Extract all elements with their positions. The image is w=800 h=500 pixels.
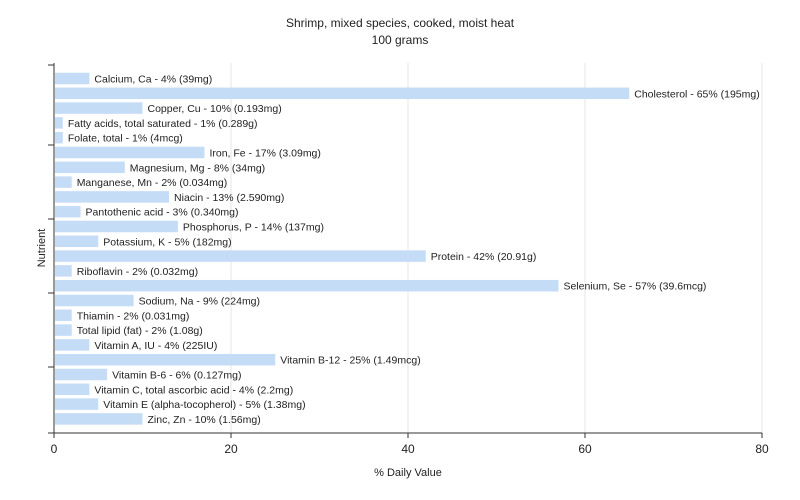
chart-title: Shrimp, mixed species, cooked, moist hea… bbox=[286, 16, 515, 30]
bar bbox=[55, 146, 205, 159]
bar-label: Riboflavin - 2% (0.032mg) bbox=[77, 266, 198, 278]
grid-lines bbox=[230, 63, 763, 433]
bar bbox=[55, 279, 559, 292]
x-axis-label: % Daily Value bbox=[374, 467, 442, 479]
chart-subtitle: 100 grams bbox=[372, 33, 429, 47]
y-axis-label: Nutrient bbox=[36, 229, 48, 268]
x-tick-label: 80 bbox=[755, 442, 769, 456]
x-tick-label: 20 bbox=[224, 442, 238, 456]
bar bbox=[55, 265, 72, 277]
bar-labels: Calcium, Ca - 4% (39mg) Cholesterol - 65%… bbox=[68, 74, 760, 426]
bar-label: Vitamin B-6 - 6% (0.127mg) bbox=[112, 370, 241, 382]
bar bbox=[55, 383, 90, 396]
bar-label: Protein - 42% (20.91g) bbox=[431, 251, 537, 263]
bar-label: Zinc, Zn - 10% (1.56mg) bbox=[148, 414, 261, 426]
bar bbox=[55, 117, 63, 129]
bar-label: Potassium, K - 5% (182mg) bbox=[103, 236, 231, 248]
axes: 0 20 40 60 80 bbox=[48, 63, 769, 456]
bars bbox=[55, 72, 630, 425]
bar-label: Selenium, Se - 57% (39.6mcg) bbox=[563, 281, 706, 293]
bar-label: Sodium, Na - 9% (224mg) bbox=[139, 296, 260, 308]
bar bbox=[55, 250, 426, 262]
bar-label: Iron, Fe - 17% (3.09mg) bbox=[209, 148, 320, 160]
bar bbox=[55, 235, 99, 248]
x-tick-label: 40 bbox=[401, 442, 415, 456]
bar bbox=[55, 176, 72, 188]
bar-label: Niacin - 13% (2.590mg) bbox=[174, 192, 284, 204]
bar bbox=[55, 353, 276, 366]
bar-label: Vitamin B-12 - 25% (1.49mcg) bbox=[280, 355, 420, 367]
bar-label: Folate, total - 1% (4mcg) bbox=[68, 133, 183, 145]
bar-label: Vitamin E (alpha-tocopherol) - 5% (1.38m… bbox=[103, 399, 305, 411]
bar-label: Pantothenic acid - 3% (0.340mg) bbox=[86, 207, 239, 219]
bar bbox=[55, 398, 99, 410]
bar bbox=[55, 413, 143, 425]
bar-label: Phosphorus, P - 14% (137mg) bbox=[183, 222, 324, 234]
bar bbox=[55, 294, 134, 307]
bar-label: Vitamin A, IU - 4% (225IU) bbox=[94, 340, 217, 352]
x-tick-label: 0 bbox=[51, 442, 58, 456]
bar bbox=[55, 368, 108, 381]
x-tick-label: 60 bbox=[578, 442, 592, 456]
bar bbox=[55, 324, 72, 336]
bar bbox=[55, 87, 630, 100]
bar bbox=[55, 131, 63, 144]
bar-label: Manganese, Mn - 2% (0.034mg) bbox=[77, 177, 228, 189]
bar-label: Fatty acids, total saturated - 1% (0.289… bbox=[68, 118, 258, 130]
bar bbox=[55, 72, 90, 85]
bar bbox=[55, 205, 81, 218]
bar bbox=[55, 102, 143, 114]
bar-label: Cholesterol - 65% (195mg) bbox=[634, 88, 759, 100]
bar bbox=[55, 161, 125, 174]
bar bbox=[55, 339, 90, 351]
bar-label: Total lipid (fat) - 2% (1.08g) bbox=[77, 325, 203, 337]
bar-label: Calcium, Ca - 4% (39mg) bbox=[94, 74, 212, 86]
bar bbox=[55, 309, 72, 322]
bar bbox=[55, 220, 178, 233]
bar-label: Copper, Cu - 10% (0.193mg) bbox=[148, 103, 282, 115]
bar-label: Vitamin C, total ascorbic acid - 4% (2.2… bbox=[94, 384, 293, 396]
bar-label: Magnesium, Mg - 8% (34mg) bbox=[130, 162, 265, 174]
bar bbox=[55, 191, 170, 203]
bar-label: Thiamin - 2% (0.031mg) bbox=[77, 310, 190, 322]
